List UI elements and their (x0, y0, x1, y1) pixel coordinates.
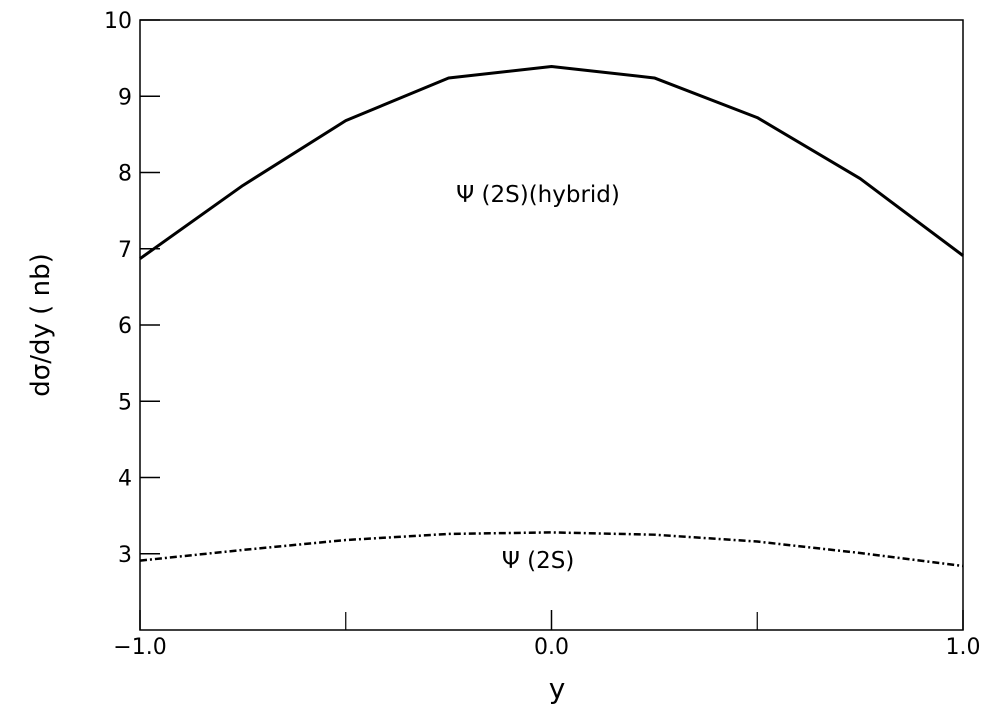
y-axis-label: dσ/dy ( nb) (26, 253, 56, 396)
y-tick-label: 5 (118, 390, 132, 415)
x-axis-label: y (549, 672, 566, 705)
x-tick-label: 0.0 (534, 635, 569, 660)
y-tick-label: 3 (118, 543, 132, 568)
y-tick-label: 9 (118, 85, 132, 110)
plot-frame (139, 19, 964, 631)
y-tick-label: 8 (118, 162, 132, 187)
y-tick-label: 7 (118, 238, 132, 263)
line-series (139, 531, 964, 568)
x-tick-label: −1.0 (113, 635, 166, 660)
curve-label: Ψ (2S)(hybrid) (456, 182, 620, 208)
line-series (139, 65, 964, 260)
y-tick-label: 10 (104, 9, 132, 34)
y-tick-label: 4 (118, 467, 132, 492)
x-tick-label: 1.0 (946, 635, 981, 660)
curve-label: Ψ (2S) (502, 548, 575, 574)
y-tick-label: 6 (118, 314, 132, 339)
